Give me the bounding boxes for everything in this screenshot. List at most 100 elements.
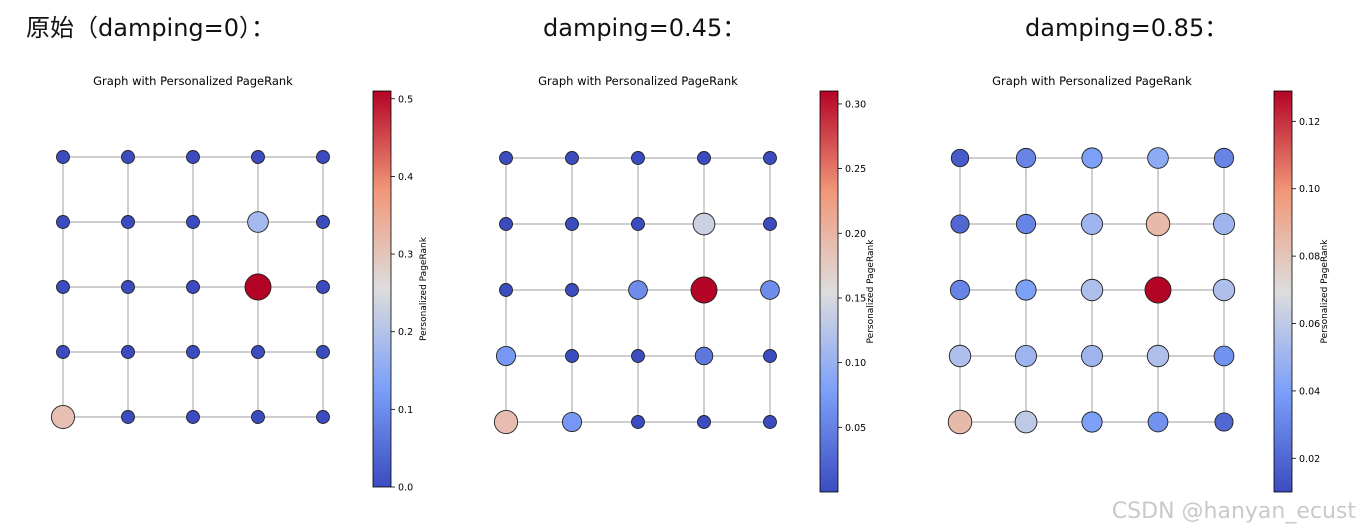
graph-node <box>697 415 711 429</box>
colorbar <box>372 90 392 488</box>
graph-node <box>1015 147 1037 169</box>
graph-node <box>631 217 645 231</box>
graph-node <box>186 345 200 359</box>
graph-node <box>1212 278 1236 302</box>
colorbar-tick-label: 0.3 <box>398 250 413 261</box>
watermark: CSDN @hanyan_ecust <box>1111 499 1356 524</box>
graph-node <box>247 211 269 233</box>
colorbar-tick-label: 0.2 <box>398 327 413 338</box>
chart-title: Graph with Personalized PageRank <box>538 74 738 88</box>
graph-node <box>1015 213 1037 235</box>
graph-node <box>565 349 579 363</box>
colorbar-tick-label: 0.25 <box>845 164 866 175</box>
graph-node <box>121 410 135 424</box>
graph-node <box>631 151 645 165</box>
graph-node <box>1147 147 1169 169</box>
graph-node <box>316 280 330 294</box>
colorbar-tick-label: 0.30 <box>845 99 866 110</box>
heading-damping-085: damping=0.85： <box>1025 14 1229 42</box>
graph-node <box>1080 212 1103 235</box>
graph-node <box>121 150 135 164</box>
graph-node <box>56 345 70 359</box>
graph-node <box>186 410 200 424</box>
graph-node <box>561 411 583 433</box>
graph-nodes <box>50 150 330 430</box>
colorbar-tick-label: 0.04 <box>1299 386 1320 397</box>
graph-node <box>1213 212 1236 235</box>
graph-node <box>1146 344 1170 368</box>
graph-node <box>763 415 777 429</box>
colorbar-label: Personalized PageRank <box>419 236 429 341</box>
graph-node <box>694 346 714 366</box>
graph-node <box>947 409 973 435</box>
graph-node <box>50 404 76 430</box>
graph-node <box>631 415 645 429</box>
graph-node <box>251 410 265 424</box>
graph-node <box>56 215 70 229</box>
graph-node <box>186 215 200 229</box>
heading-original: 原始（damping=0）： <box>26 14 276 42</box>
graph-node <box>1213 345 1235 367</box>
graph-node <box>1015 279 1037 301</box>
colorbar-tick-label: 0.15 <box>845 293 866 304</box>
graph-node <box>763 151 777 165</box>
graph-node <box>121 280 135 294</box>
chart-title: Graph with Personalized PageRank <box>992 74 1192 88</box>
heading-damping-045: damping=0.45： <box>543 14 747 42</box>
graph-node <box>316 150 330 164</box>
colorbar-tick-label: 0.10 <box>1299 184 1320 195</box>
graph-node <box>121 215 135 229</box>
graph-node <box>251 345 265 359</box>
graph-node <box>499 283 513 297</box>
graph-node <box>1080 345 1103 368</box>
graph-node <box>949 279 971 301</box>
chart-panel-damping-045: Graph with Personalized PageRank 0.05 0.10… <box>493 74 876 493</box>
graph-node <box>186 150 200 164</box>
graph-node <box>316 410 330 424</box>
colorbar <box>1273 90 1293 493</box>
graph-node <box>1214 412 1234 432</box>
colorbar-tick-label: 0.0 <box>398 483 413 494</box>
graph-node <box>499 151 513 165</box>
graph-node <box>495 345 517 367</box>
graph-node <box>692 212 716 236</box>
chart-panel-damping-085: Graph with Personalized PageRank 0.02 0.04… <box>947 74 1330 493</box>
graph-node <box>186 280 200 294</box>
colorbar <box>819 90 839 493</box>
graph-node <box>1080 278 1104 302</box>
graph-node <box>565 217 579 231</box>
graph-node <box>948 344 972 368</box>
colorbar-tick-label: 0.06 <box>1299 319 1320 330</box>
graph-node <box>763 349 777 363</box>
chart-panel-damping-0: Graph with Personalized PageRank 0.0 0.1 0.… <box>50 74 429 494</box>
colorbar-tick-label: 0.12 <box>1299 117 1320 128</box>
graph-node <box>690 276 718 304</box>
graph-nodes <box>493 151 780 435</box>
graph-node <box>1144 276 1172 304</box>
graph-node <box>1213 147 1235 169</box>
colorbar-tick-label: 0.4 <box>398 172 413 183</box>
graph-node <box>493 409 519 435</box>
colorbar-label: Personalized PageRank <box>866 239 876 344</box>
colorbar-tick-label: 0.5 <box>398 94 413 105</box>
colorbar-tick-label: 0.08 <box>1299 252 1320 263</box>
colorbar-tick-label: 0.02 <box>1299 454 1320 465</box>
graph-node <box>1145 211 1171 237</box>
graph-node <box>121 345 135 359</box>
graph-node <box>244 273 272 301</box>
colorbar-tick-label: 0.1 <box>398 405 413 416</box>
graph-node <box>1147 411 1169 433</box>
graph-node <box>1014 345 1037 368</box>
graph-node <box>950 148 970 168</box>
graph-node <box>631 349 645 363</box>
colorbar-tick-label: 0.05 <box>845 423 866 434</box>
graph-node <box>950 214 970 234</box>
graph-node <box>1081 411 1103 433</box>
graph-node <box>697 151 711 165</box>
colorbar-tick-label: 0.10 <box>845 358 866 369</box>
graph-node <box>760 280 780 300</box>
graph-node <box>56 280 70 294</box>
graph-node <box>763 217 777 231</box>
graph-node <box>56 150 70 164</box>
graph-node <box>316 215 330 229</box>
